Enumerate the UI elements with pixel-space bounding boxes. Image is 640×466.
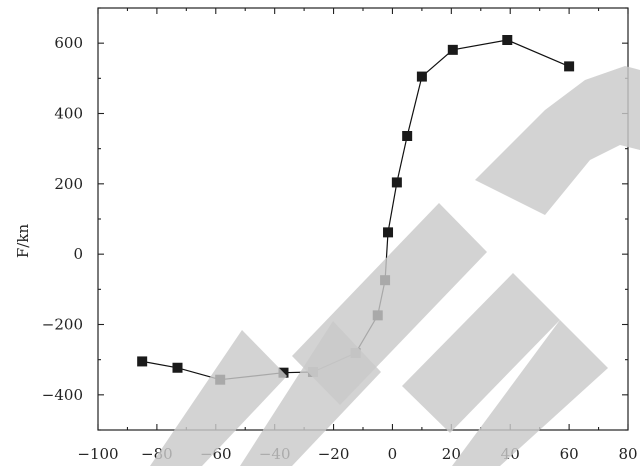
y-tick-label: 0 <box>73 245 83 263</box>
x-tick-label: −100 <box>77 445 118 463</box>
retracted-watermark <box>150 66 640 466</box>
data-point <box>402 131 413 142</box>
y-axis-title: F/kn <box>14 224 32 259</box>
x-tick-label: −20 <box>318 445 350 463</box>
y-tick-label: −200 <box>42 316 83 334</box>
y-axis: −400 −200 0 200 400 600 <box>42 7 628 431</box>
x-tick-label: 20 <box>442 445 461 463</box>
data-point <box>447 44 458 55</box>
data-point <box>502 35 513 46</box>
x-tick-label: 60 <box>560 445 579 463</box>
data-point <box>172 362 183 373</box>
data-point <box>391 177 402 188</box>
y-tick-label: 400 <box>54 105 83 123</box>
watermark-stroke <box>452 320 608 466</box>
watermark-stroke <box>292 203 487 405</box>
y-tick-label: −400 <box>42 386 83 404</box>
watermark-stroke <box>402 273 560 433</box>
data-point <box>416 71 427 82</box>
watermark-stroke <box>475 66 640 215</box>
watermark-stroke <box>150 330 287 466</box>
x-tick-label: 0 <box>388 445 398 463</box>
data-point <box>383 227 394 238</box>
data-point <box>137 356 148 367</box>
data-point <box>564 61 575 72</box>
y-tick-label: 200 <box>54 175 83 193</box>
x-tick-label: 80 <box>618 445 637 463</box>
y-tick-label: 600 <box>54 34 83 52</box>
